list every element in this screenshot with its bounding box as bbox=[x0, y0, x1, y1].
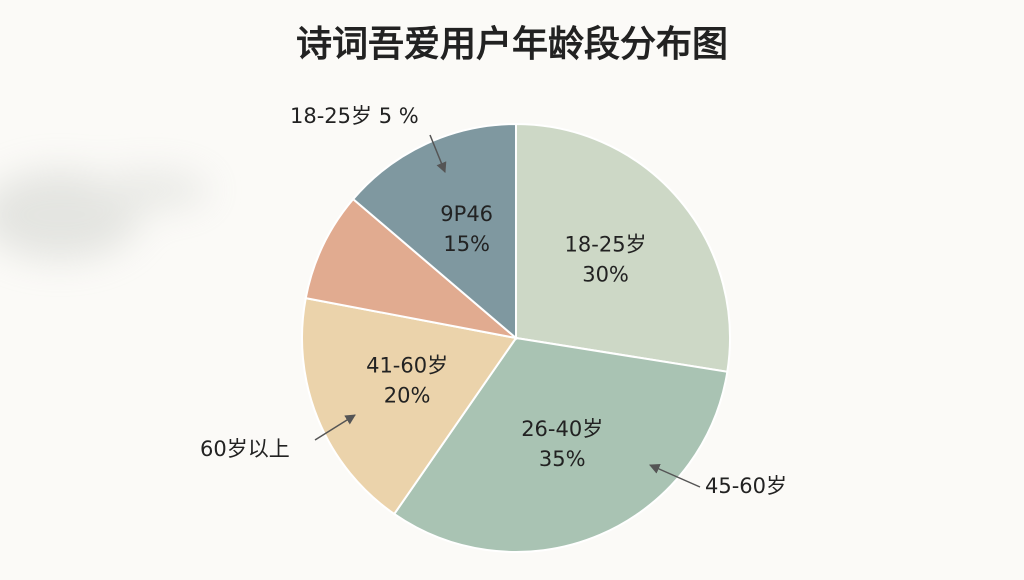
annotation: 18-25岁 5 % bbox=[290, 104, 419, 128]
slice-label: 26-40岁 bbox=[521, 417, 603, 441]
annotation: 45-60岁 bbox=[705, 474, 787, 498]
slice-value: 15% bbox=[443, 232, 490, 256]
annotation-arrow bbox=[649, 464, 701, 488]
pie-slice bbox=[304, 197, 520, 340]
slice-label: 9P46 bbox=[440, 202, 493, 226]
slice-label: 41-60岁 bbox=[366, 354, 448, 378]
pie-slice bbox=[392, 336, 729, 553]
pie-slice bbox=[301, 296, 518, 516]
pie-slice bbox=[515, 122, 731, 373]
slice-value: 35% bbox=[539, 447, 586, 471]
pie-slice bbox=[351, 122, 517, 341]
annotation-arrow bbox=[429, 134, 447, 173]
slice-value: 30% bbox=[582, 263, 629, 287]
annotation-arrow bbox=[314, 414, 356, 441]
slice-value: 20% bbox=[384, 384, 431, 408]
annotation: 60岁以上 bbox=[200, 437, 290, 461]
slice-label: 18-25岁 bbox=[565, 233, 647, 257]
chart-title: 诗词吾爱用户年龄段分布图 bbox=[296, 24, 728, 65]
background-mist bbox=[0, 170, 210, 260]
